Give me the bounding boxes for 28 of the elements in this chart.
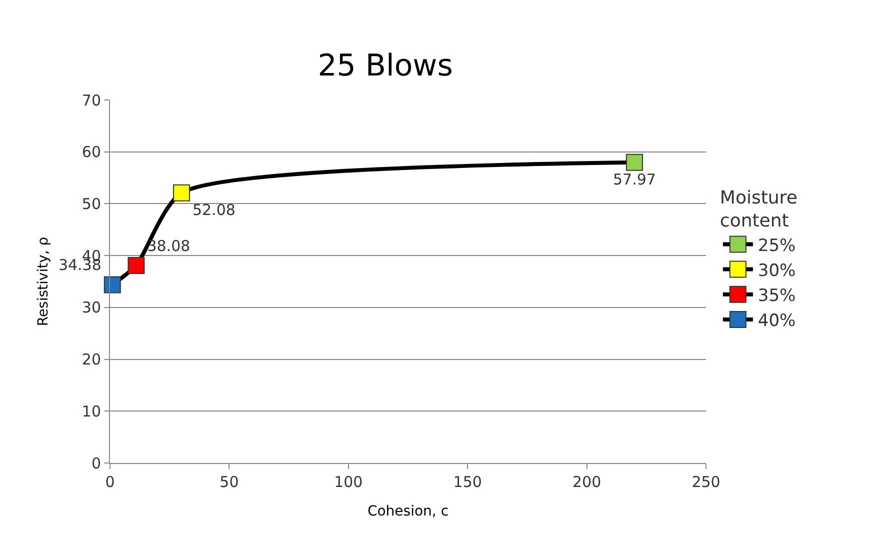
point [173,184,190,202]
data-label: 38.08 [147,236,190,255]
y-axis-title: Resistivity, ρ [36,236,52,326]
x-tick-label: 50 [220,473,239,491]
legend-label: 40% [758,311,796,332]
point [128,257,145,274]
y-tick-label: 50 [82,194,101,213]
legend-label: 35% [758,286,796,306]
x-tick-label: 100 [334,473,363,491]
chart-title: 25 Blows [318,48,453,84]
y-tick-label: 0 [91,454,101,472]
legend-title: Moisture content [720,187,798,232]
data-label: 57.97 [613,170,656,189]
y-tick-label: 20 [82,350,101,369]
y-tick-label: 10 [82,402,101,420]
x-axis-title: Cohesion, c [367,503,449,520]
x-tick-label: 250 [692,473,720,491]
legend-label: 25% [758,236,796,256]
data-label: 52.08 [192,201,236,220]
x-tick-label: 150 [453,473,482,491]
x-tick-label: 200 [572,473,602,491]
point [626,154,643,171]
y-tick-label: 60 [82,143,101,162]
point [104,276,121,294]
legend-label: 30% [758,260,796,281]
x-tick-label: 0 [105,473,115,491]
y-tick-label: 70 [82,91,101,110]
y-tick-label: 30 [82,298,101,317]
